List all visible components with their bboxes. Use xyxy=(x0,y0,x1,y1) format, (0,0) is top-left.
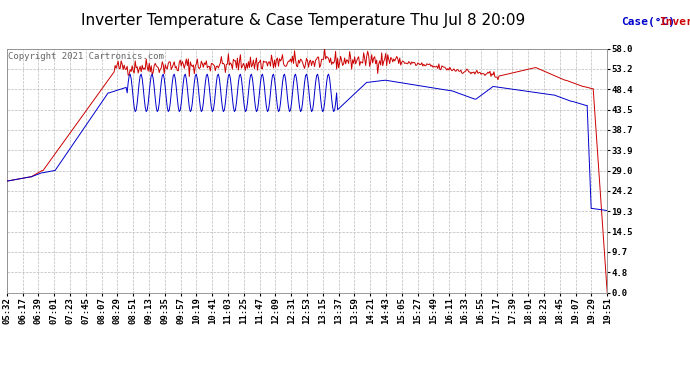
Text: Inverter Temperature & Case Temperature Thu Jul 8 20:09: Inverter Temperature & Case Temperature … xyxy=(81,13,526,28)
Text: Copyright 2021 Cartronics.com: Copyright 2021 Cartronics.com xyxy=(8,53,164,62)
Text: Case(°C): Case(°C) xyxy=(621,17,675,27)
Text: Inverter(°C): Inverter(°C) xyxy=(659,17,690,27)
